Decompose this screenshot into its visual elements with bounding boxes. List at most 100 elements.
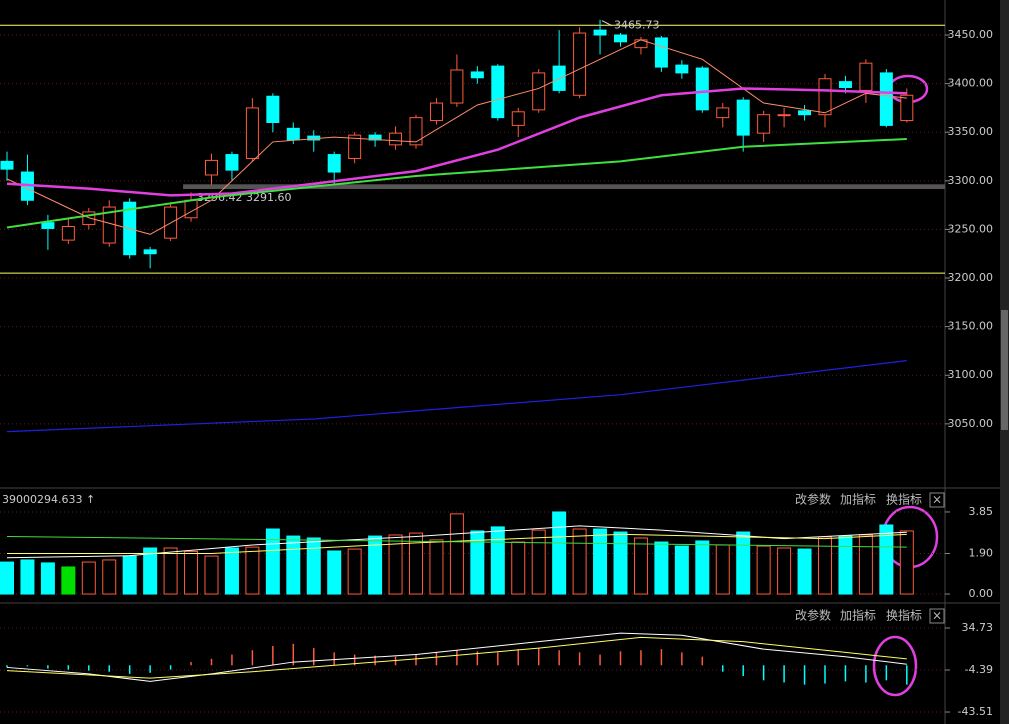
volume-bar — [20, 559, 35, 595]
y-tick-label: 3150.00 — [948, 320, 994, 333]
panel-button[interactable]: 改参数 — [795, 492, 831, 507]
candle-body — [511, 111, 525, 126]
candle-body — [859, 62, 873, 91]
level-band — [183, 184, 946, 189]
volume-bar — [265, 528, 280, 595]
volume-bar — [572, 528, 587, 595]
candle-body — [654, 37, 668, 68]
candle-body — [695, 67, 709, 111]
panel-button[interactable]: 换指标 — [886, 492, 922, 507]
indicator-line — [6, 360, 907, 433]
volume-bar — [204, 555, 219, 595]
volume-bar — [40, 562, 55, 595]
volume-bar — [224, 547, 239, 595]
panel-button[interactable]: × — [932, 609, 942, 623]
panel-button[interactable]: 加指标 — [840, 608, 876, 623]
candle-body — [327, 154, 341, 173]
y-tick-label: 3450.00 — [948, 28, 994, 41]
close-box[interactable] — [929, 608, 945, 624]
panel-button[interactable]: 加指标 — [840, 492, 876, 507]
candle-body — [205, 159, 218, 176]
volume-bar — [531, 529, 546, 595]
volume-bar — [552, 511, 567, 595]
volume-bar — [347, 548, 362, 595]
y-tick-label: 3400.00 — [948, 77, 994, 90]
volume-bar — [102, 559, 117, 595]
candle-body — [225, 154, 239, 171]
volume-bar — [899, 530, 914, 595]
y-tick-label: 3050.00 — [948, 417, 994, 430]
indicator-line — [6, 632, 907, 682]
volume-bar — [449, 513, 464, 595]
volume-bar — [81, 561, 96, 595]
volume-bar — [368, 535, 383, 595]
y-tick-label: 3350.00 — [948, 125, 994, 138]
volume-bar — [490, 526, 505, 595]
volume-bar — [879, 524, 894, 595]
candle-body — [900, 94, 914, 122]
candle-body — [614, 34, 627, 43]
candle-body — [61, 226, 75, 241]
candle-body — [777, 114, 791, 117]
volume-bar — [777, 547, 792, 595]
candle-body — [429, 102, 443, 122]
annotation-circle — [872, 635, 918, 697]
candle-body — [143, 249, 157, 255]
volume-bar — [409, 532, 423, 595]
close-box[interactable] — [929, 492, 945, 508]
candle-body — [798, 110, 812, 116]
panel-button[interactable]: 改参数 — [795, 608, 831, 623]
y-tick-label: 34.73 — [962, 621, 994, 634]
volume-bar — [0, 561, 14, 595]
volume-bar — [756, 545, 771, 595]
volume-bar — [858, 534, 873, 595]
indicator-line — [6, 636, 907, 679]
candle-body — [245, 107, 259, 159]
volume-bar — [388, 534, 403, 595]
candle-body — [593, 29, 607, 36]
volume-bar — [511, 541, 526, 595]
candle-body — [470, 71, 484, 79]
volume-bar — [633, 537, 648, 595]
volume-bar — [593, 528, 608, 595]
candle-body — [879, 72, 893, 126]
candle-body — [716, 107, 730, 119]
volume-bar — [143, 547, 158, 595]
volume-bar — [695, 540, 710, 595]
panel-button[interactable]: 换指标 — [886, 608, 922, 623]
indicator-line — [6, 39, 907, 235]
volume-bar — [674, 545, 689, 595]
volume-bar — [715, 544, 730, 595]
volume-bar — [245, 546, 260, 595]
candle-body — [573, 32, 587, 96]
volume-bar — [286, 535, 301, 595]
volume-bar — [429, 539, 444, 595]
volume-bar — [838, 535, 853, 595]
volume-bar — [327, 550, 342, 595]
volume-header: 39000294.633 ↑ — [2, 493, 95, 506]
candle-body — [757, 114, 771, 134]
peak-label: 3465.73 — [614, 19, 660, 32]
candle-body — [532, 72, 546, 111]
scrollbar-thumb[interactable] — [1001, 310, 1008, 430]
candle-body — [409, 117, 423, 146]
y-tick-label: 3300.00 — [948, 174, 994, 187]
volume-bar — [122, 555, 137, 595]
volume-bar — [613, 531, 628, 595]
volume-bar — [736, 531, 751, 595]
y-tick-label: -43.51 — [958, 705, 993, 718]
volume-bar — [654, 541, 669, 595]
indicator-line — [7, 533, 907, 555]
candle-body — [389, 132, 403, 146]
panel-button[interactable]: × — [932, 493, 942, 507]
candle-body — [838, 81, 852, 88]
y-tick-label: 0.00 — [969, 587, 994, 600]
indicator-line — [6, 87, 907, 197]
candle-body — [0, 160, 14, 170]
y-tick-label: 3200.00 — [948, 271, 994, 284]
y-tick-label: 3100.00 — [948, 368, 994, 381]
candle-body — [736, 99, 750, 136]
candle-body — [450, 69, 464, 104]
volume-bar — [818, 536, 832, 595]
